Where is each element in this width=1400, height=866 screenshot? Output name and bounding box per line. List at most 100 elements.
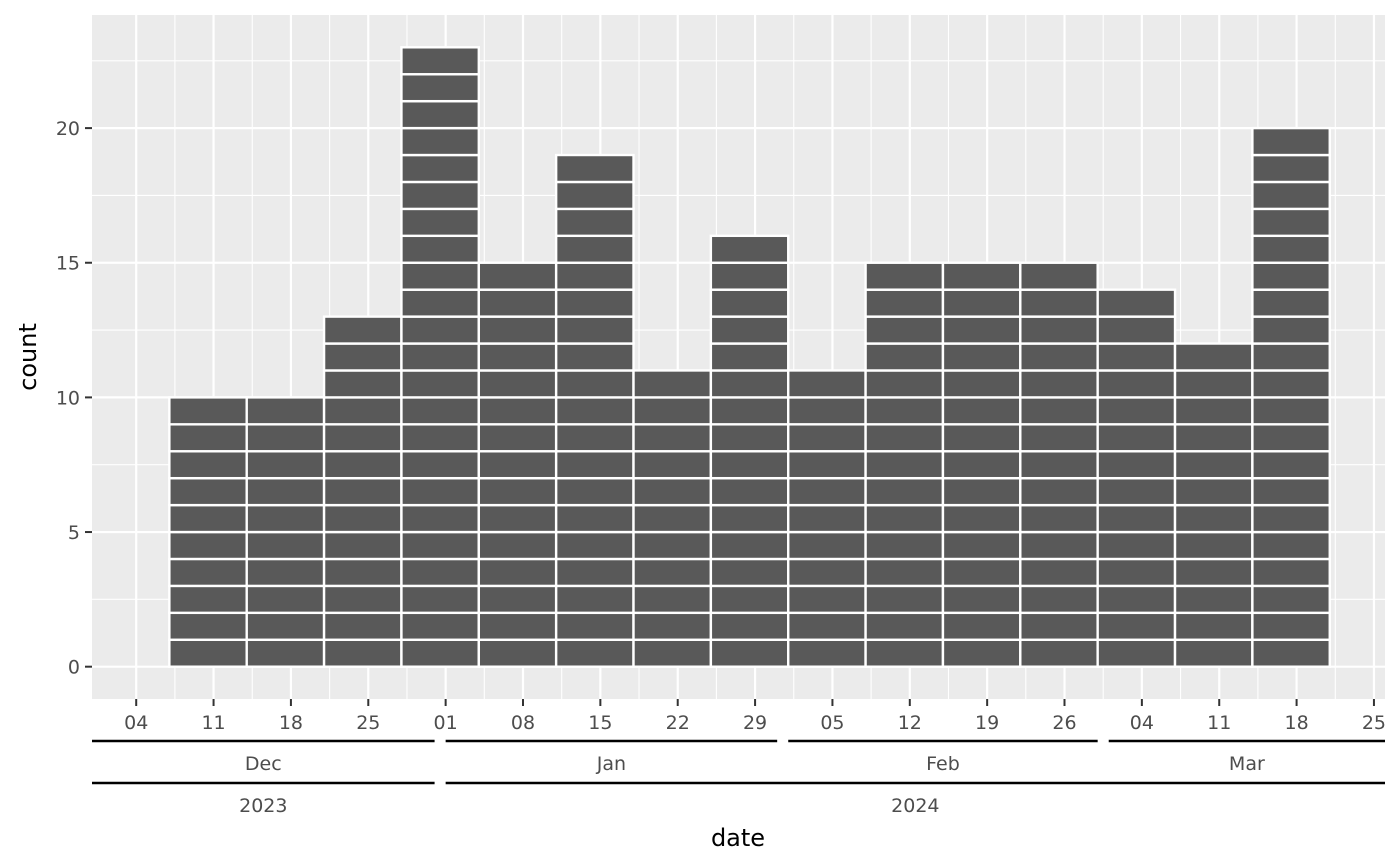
histogram-unit-cell — [1251, 234, 1331, 264]
histogram-unit-cell — [1173, 396, 1254, 426]
histogram-unit-cell — [554, 476, 635, 507]
month-bracket: Feb — [788, 739, 1098, 775]
histogram-unit-cell — [477, 638, 558, 668]
histogram-unit-cell — [1019, 288, 1099, 318]
histogram-unit-cell — [554, 557, 635, 588]
year-labels: 2023 2024 — [92, 781, 1385, 817]
y-tick-label: 10 — [56, 387, 80, 409]
histogram-unit-cell — [245, 396, 326, 426]
histogram-unit-cell — [168, 638, 248, 668]
y-tick-label: 5 — [68, 522, 80, 544]
histogram-unit-cell — [554, 584, 635, 615]
histogram-unit-cell — [245, 423, 326, 453]
histogram-unit-cell — [1096, 503, 1177, 534]
histogram-unit-cell — [168, 584, 248, 615]
y-axis-title: count — [14, 323, 42, 391]
histogram-unit-cell — [168, 503, 248, 534]
histogram-unit-cell — [941, 423, 1022, 453]
histogram-unit-cell — [1173, 369, 1254, 399]
histogram-unit-cell — [400, 261, 480, 291]
histogram-unit-cell — [245, 557, 326, 588]
histogram-unit-cell — [1251, 423, 1331, 453]
histogram-unit-cell — [864, 584, 945, 615]
histogram-unit-cell — [1173, 503, 1254, 534]
histogram-unit-cell — [709, 584, 790, 615]
histogram-unit-cell — [322, 611, 403, 641]
histogram-unit-cell — [1251, 315, 1331, 345]
histogram-unit-cell — [322, 396, 403, 426]
histogram-unit-cell — [632, 476, 713, 507]
histogram-unit-cell — [1019, 342, 1099, 372]
histogram-unit-cell — [1019, 584, 1099, 615]
histogram-unit-cell — [864, 315, 945, 345]
histogram-unit-cell — [1251, 584, 1331, 615]
month-bracket: Jan — [445, 739, 778, 775]
histogram-unit-cell — [322, 315, 403, 345]
year-bracket: 2023 — [92, 781, 435, 817]
histogram-unit-cell — [1096, 342, 1177, 372]
histogram-unit-cell — [1173, 530, 1254, 561]
x-tick-label: 18 — [1284, 712, 1308, 734]
histogram-unit-cell — [864, 396, 945, 426]
y-tick-label: 15 — [56, 253, 80, 275]
histogram-unit-cell — [632, 369, 713, 399]
histogram-unit-cell — [400, 46, 480, 76]
histogram-unit-cell — [632, 423, 713, 453]
histogram-unit-cell — [477, 369, 558, 399]
histogram-unit-cell — [632, 638, 713, 668]
month-bracket: Dec — [92, 739, 435, 775]
histogram-unit-cell — [1173, 450, 1254, 480]
histogram-unit-cell — [554, 369, 635, 399]
histogram-unit-cell — [168, 396, 248, 426]
histogram-unit-cell — [1019, 261, 1099, 291]
year-bracket: 2024 — [445, 781, 1385, 817]
histogram-unit-cell — [787, 530, 867, 561]
histogram-unit-cell — [168, 450, 248, 480]
histogram-unit-cell — [709, 638, 790, 668]
histogram-unit-cell — [1251, 450, 1331, 480]
histogram-unit-cell — [1096, 315, 1177, 345]
histogram-unit-cell — [632, 450, 713, 480]
histogram-unit-cell — [1096, 611, 1177, 641]
histogram-unit-cell — [709, 476, 790, 507]
histogram-unit-cell — [632, 584, 713, 615]
histogram-unit-cell — [941, 288, 1022, 318]
histogram-unit-cell — [709, 315, 790, 345]
y-tick-label: 20 — [56, 118, 80, 140]
histogram-unit-cell — [864, 288, 945, 318]
histogram-unit-cell — [864, 530, 945, 561]
histogram-unit-cell — [787, 476, 867, 507]
histogram-unit-cell — [787, 557, 867, 588]
histogram-unit-cell — [1173, 638, 1254, 668]
histogram-unit-cell — [322, 450, 403, 480]
histogram-unit-cell — [787, 423, 867, 453]
x-tick-label: 19 — [975, 712, 999, 734]
histogram-unit-cell — [554, 611, 635, 641]
histogram-unit-cell — [1251, 342, 1331, 372]
year-bracket-label: 2023 — [239, 795, 287, 817]
histogram-unit-cell — [322, 342, 403, 372]
histogram-unit-cell — [709, 396, 790, 426]
histogram-unit-cell — [864, 611, 945, 641]
histogram-unit-cell — [477, 315, 558, 345]
year-bracket-label: 2024 — [891, 795, 939, 817]
histogram-unit-cell — [1251, 503, 1331, 534]
histogram-unit-cell — [554, 207, 635, 238]
month-labels: Dec Jan Feb Mar — [92, 739, 1385, 775]
histogram-unit-cell — [477, 288, 558, 318]
histogram-unit-cell — [1251, 261, 1331, 291]
histogram-unit-cell — [1251, 126, 1331, 157]
histogram-unit-cell — [1251, 611, 1331, 641]
histogram-unit-cell — [400, 342, 480, 372]
histogram-unit-cell — [941, 450, 1022, 480]
histogram-unit-cell — [477, 584, 558, 615]
histogram-unit-cell — [245, 584, 326, 615]
histogram-unit-cell — [864, 369, 945, 399]
histogram-unit-cell — [709, 423, 790, 453]
histogram-unit-cell — [400, 315, 480, 345]
y-tick-label: 0 — [68, 657, 80, 679]
histogram-unit-cell — [554, 261, 635, 291]
histogram-unit-cell — [322, 369, 403, 399]
histogram-unit-cell — [554, 638, 635, 668]
